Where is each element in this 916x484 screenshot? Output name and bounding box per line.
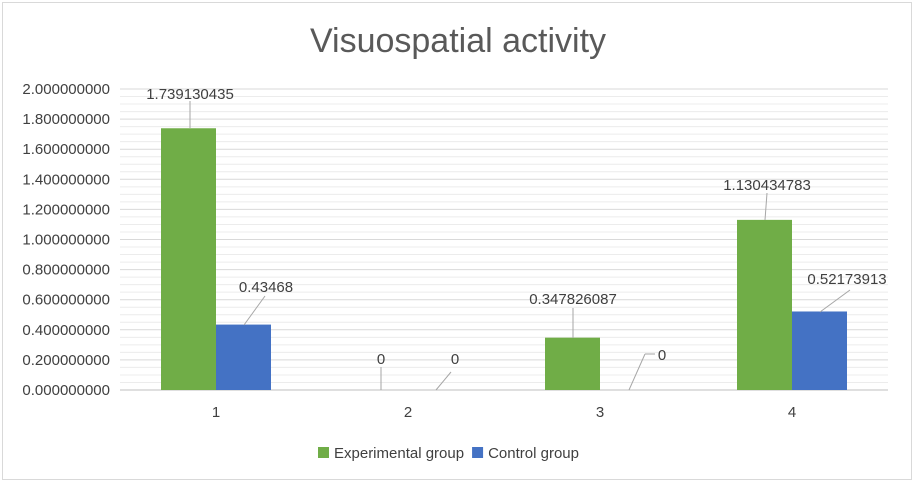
bar-experimental-1 (161, 128, 216, 390)
bar-experimental-4 (737, 219, 792, 390)
leader-line (628, 353, 646, 391)
y-tick-label: 1.200000000 (22, 201, 110, 218)
chart-title: Visuospatial activity (310, 22, 606, 60)
x-tick-label: 4 (788, 404, 796, 421)
y-tick-label: 1.600000000 (22, 141, 110, 158)
y-tick-label: 0.800000000 (22, 262, 110, 279)
data-label: 0 (377, 351, 385, 368)
legend-swatch (472, 447, 484, 458)
y-tick-label: 0.200000000 (22, 352, 110, 369)
leader-line (435, 371, 452, 391)
y-tick-label: 1.400000000 (22, 171, 110, 188)
y-axis: 0.000000000 0.200000000 0.400000000 0.60000… (22, 81, 888, 399)
legend-label: Experimental group (334, 445, 464, 462)
leader-line (819, 289, 851, 313)
bar-control-4 (792, 311, 847, 390)
bar-control-1 (216, 324, 271, 390)
x-tick-label: 2 (404, 404, 412, 421)
x-tick-label: 3 (596, 404, 604, 421)
data-label: 0.347826087 (529, 291, 617, 308)
data-labels: 1.739130435 0.43468 0 0 0.347826087 0 1.130434… (146, 86, 887, 391)
data-label: 0.52173913 (807, 271, 886, 288)
leader-line (243, 295, 266, 326)
legend-label: Control group (488, 445, 579, 462)
y-tick-label: 1.000000000 (22, 232, 110, 249)
y-tick-label: 2.000000000 (22, 81, 110, 98)
legend-swatch (318, 447, 329, 458)
data-label: 0 (451, 351, 459, 368)
x-tick-label: 1 (212, 404, 220, 421)
leader-line (764, 192, 768, 221)
y-tick-label: 1.800000000 (22, 111, 110, 128)
data-label: 1.130434783 (723, 177, 811, 194)
bar-experimental-3 (545, 337, 600, 390)
data-label: 1.739130435 (146, 86, 234, 103)
x-axis: 1 2 3 4 (212, 404, 796, 421)
y-tick-label: 0.600000000 (22, 292, 110, 309)
y-tick-label: 0.000000000 (22, 382, 110, 399)
data-label: 0.43468 (239, 279, 293, 296)
data-label: 0 (658, 347, 666, 364)
y-tick-label: 0.400000000 (22, 322, 110, 339)
bars (161, 128, 847, 390)
legend: Experimental group Control group (318, 445, 579, 462)
